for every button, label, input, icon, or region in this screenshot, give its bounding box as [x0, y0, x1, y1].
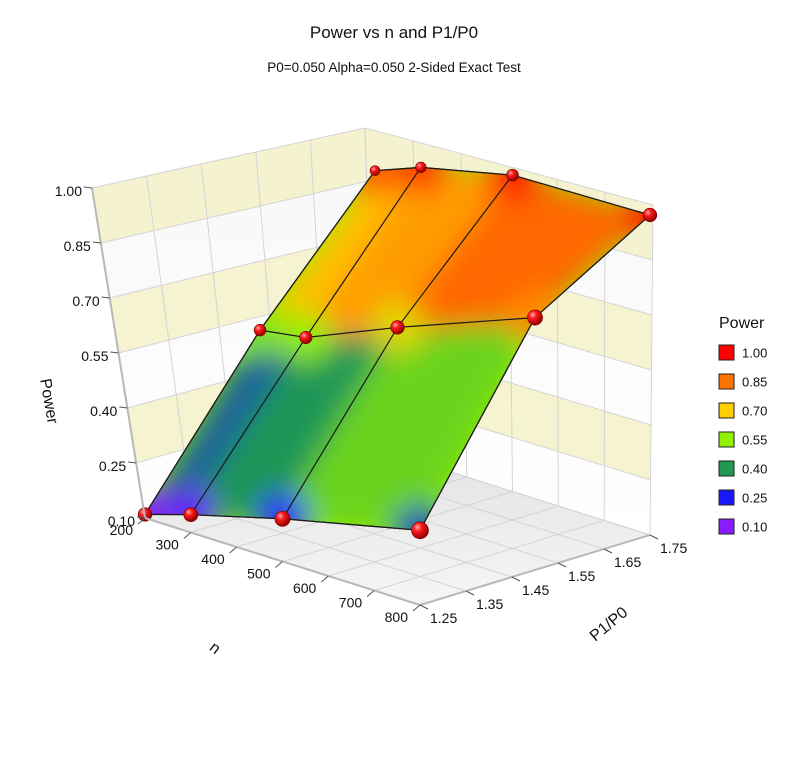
y-tick-label: 1.45 — [522, 582, 549, 598]
x-tick — [137, 517, 146, 525]
data-point — [527, 309, 543, 326]
z-tick-label: 0.55 — [81, 348, 108, 364]
chart-subtitle: P0=0.050 Alpha=0.050 2-Sided Exact Test — [267, 60, 521, 75]
y-tick — [649, 534, 659, 540]
data-point — [183, 507, 199, 523]
z-tick-label: 0.70 — [72, 293, 99, 309]
data-point — [642, 207, 658, 223]
y-tick — [557, 562, 567, 568]
legend-label: 0.85 — [742, 375, 767, 390]
mesh-line-ratio — [259, 317, 536, 339]
legend-swatch — [718, 373, 735, 390]
z-tick — [110, 351, 119, 354]
data-point — [411, 521, 429, 540]
z-tick-label: 1.00 — [55, 183, 82, 199]
data-point — [390, 320, 405, 335]
legend-title: Power — [719, 315, 765, 332]
y-tick — [511, 576, 521, 582]
y-tick-label: 1.55 — [568, 568, 595, 584]
chart-title: Power vs n and P1/P0 — [310, 23, 478, 42]
legend-label: 0.25 — [742, 491, 767, 506]
legend-label: 0.40 — [742, 462, 767, 477]
surface-node-glow — [394, 167, 447, 194]
y-axis-line — [419, 534, 651, 606]
x-tick-label: 800 — [385, 609, 409, 625]
data-point — [253, 323, 267, 337]
z-tick — [83, 186, 93, 189]
x-axis-label: n — [206, 639, 223, 658]
y-tick-label: 1.65 — [614, 554, 641, 570]
y-axis-label: P1/P0 — [587, 604, 631, 645]
z-axis-label: Power — [36, 377, 61, 425]
z-tick — [101, 296, 110, 299]
y-tick — [465, 590, 475, 596]
z-tick-label: 0.25 — [99, 458, 126, 474]
legend-label: 0.55 — [742, 433, 767, 448]
x-tick — [229, 546, 237, 554]
z-tick — [136, 516, 146, 519]
legend-swatch — [718, 431, 735, 448]
x-tick — [275, 561, 283, 568]
x-tick-label: 500 — [247, 566, 271, 582]
x-tick-label: 400 — [201, 551, 225, 567]
x-tick-label: 600 — [293, 580, 317, 596]
legend-swatch — [718, 518, 735, 535]
z-tick-label: 0.85 — [64, 238, 91, 254]
data-point — [415, 161, 427, 173]
mesh-line-ratio — [374, 166, 651, 216]
data-point — [369, 165, 381, 176]
mesh-line-ratio — [144, 513, 421, 531]
legend-swatch — [718, 460, 735, 477]
y-tick — [603, 548, 613, 554]
x-tick — [183, 532, 192, 539]
z-tick — [128, 461, 137, 464]
legend-label: 0.10 — [742, 520, 767, 535]
y-tick-label: 1.35 — [476, 596, 503, 612]
wall-band — [92, 128, 367, 243]
legend-label: 1.00 — [742, 346, 767, 361]
legend-swatch — [718, 344, 735, 361]
tick-labels: 200 300 400 500 600 700 800 1.25 1.35 1.45 1.55 1.6… — [55, 183, 688, 626]
legend-swatch — [718, 489, 735, 506]
x-tick-label: 700 — [339, 595, 363, 611]
data-point — [299, 330, 313, 344]
y-tick — [419, 604, 429, 610]
wall-band — [109, 234, 370, 353]
z-tick — [92, 241, 101, 244]
y-tick-label: 1.25 — [430, 610, 457, 626]
z-tick — [119, 406, 128, 409]
data-points — [137, 161, 658, 540]
z-tick-label: 0.10 — [108, 513, 135, 529]
x-tick — [321, 575, 329, 583]
data-point — [506, 168, 519, 182]
z-tick-label: 0.40 — [90, 403, 117, 419]
y-tick-label: 1.75 — [660, 540, 687, 556]
x-tick-label: 300 — [155, 537, 179, 553]
x-tick — [366, 590, 375, 597]
legend: Power 1.00 0.85 0.70 0.55 0.40 0.25 0.10 — [718, 315, 767, 535]
x-tick — [412, 604, 421, 612]
x-tick-label: 200 — [110, 522, 134, 538]
legend-label: 0.70 — [742, 404, 767, 419]
legend-swatch — [718, 402, 735, 419]
data-point — [274, 510, 291, 527]
